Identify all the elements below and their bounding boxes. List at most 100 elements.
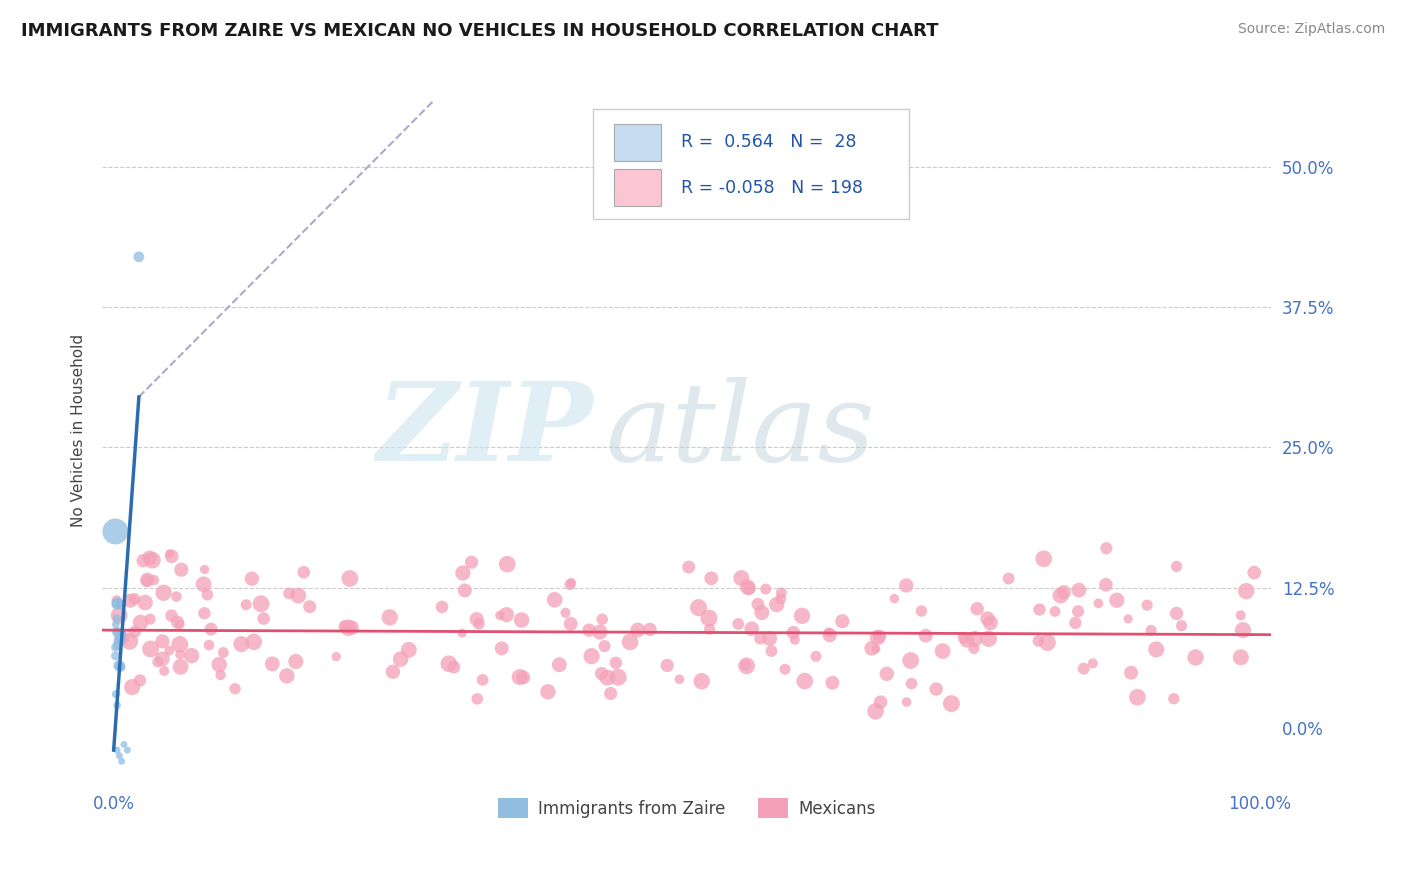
Point (963, 632, 986, 646)
Point (866, 631, 889, 645)
Point (104, 617, 127, 632)
Point (543, 592, 565, 607)
Point (751, 606, 773, 620)
Point (378, 610, 401, 624)
Point (120, 593, 142, 607)
Point (730, 571, 752, 585)
Point (193, 606, 215, 620)
Point (104, 524, 127, 539)
Point (200, 622, 222, 636)
Point (1028, 602, 1050, 616)
Point (465, 612, 488, 626)
Point (107, 626, 129, 640)
Point (865, 704, 887, 718)
Point (340, 621, 363, 635)
Point (783, 632, 806, 647)
Y-axis label: No Vehicles in Household: No Vehicles in Household (72, 334, 86, 527)
Point (325, 649, 347, 664)
Point (560, 575, 582, 590)
Point (157, 643, 180, 657)
Point (688, 600, 710, 615)
Point (931, 644, 953, 658)
FancyBboxPatch shape (593, 109, 908, 219)
Text: IMMIGRANTS FROM ZAIRE VS MEXICAN NO VEHICLES IN HOUSEHOLD CORRELATION CHART: IMMIGRANTS FROM ZAIRE VS MEXICAN NO VEHI… (21, 22, 939, 40)
Point (1043, 604, 1066, 618)
Point (761, 644, 783, 658)
Point (1144, 642, 1167, 657)
Point (910, 604, 932, 618)
Point (224, 681, 246, 696)
Point (956, 633, 979, 648)
Point (253, 611, 276, 625)
Point (607, 670, 630, 684)
Point (738, 582, 761, 596)
Point (159, 547, 181, 561)
Point (141, 553, 163, 567)
Point (180, 648, 202, 663)
Point (589, 625, 612, 640)
Point (914, 629, 936, 643)
Point (1067, 583, 1090, 598)
Point (235, 598, 257, 612)
Point (741, 622, 763, 636)
Point (170, 563, 193, 577)
Point (997, 572, 1019, 586)
Text: ZIP: ZIP (377, 376, 593, 484)
Point (1234, 584, 1257, 599)
Point (242, 635, 264, 649)
Point (160, 549, 183, 564)
Point (690, 674, 713, 689)
Point (443, 660, 465, 674)
Point (152, 652, 174, 666)
Point (1116, 612, 1139, 626)
Point (108, 659, 131, 673)
Point (1036, 635, 1059, 649)
Point (876, 666, 898, 681)
Point (896, 578, 918, 592)
Point (657, 658, 679, 673)
Point (298, 599, 321, 614)
Point (869, 629, 891, 643)
Point (240, 572, 263, 586)
Point (512, 670, 534, 684)
Point (1095, 541, 1118, 556)
Point (107, 639, 129, 653)
Point (554, 606, 576, 620)
Point (139, 612, 162, 626)
Point (398, 643, 420, 657)
Point (112, 738, 135, 752)
Point (638, 623, 661, 637)
Point (118, 634, 141, 648)
Point (963, 641, 986, 656)
Point (758, 632, 780, 646)
Point (1170, 618, 1192, 632)
Point (169, 660, 191, 674)
Point (976, 612, 998, 626)
Point (1243, 566, 1265, 580)
Point (152, 586, 174, 600)
Text: R = -0.058   N = 198: R = -0.058 N = 198 (681, 178, 863, 196)
Point (1166, 607, 1188, 621)
Point (560, 616, 582, 631)
Point (430, 599, 453, 614)
Point (108, 658, 131, 673)
Point (437, 657, 460, 671)
Point (668, 673, 690, 687)
Point (793, 674, 815, 689)
Point (900, 676, 922, 690)
Point (142, 573, 165, 587)
Point (128, 250, 150, 264)
Point (104, 640, 127, 655)
Point (1067, 604, 1090, 618)
Point (1136, 598, 1159, 612)
Point (599, 686, 621, 700)
Point (276, 669, 298, 683)
Point (865, 641, 887, 656)
Point (548, 657, 571, 672)
Point (925, 681, 948, 696)
Point (817, 625, 839, 640)
Point (596, 671, 619, 685)
Point (136, 573, 159, 587)
Point (979, 615, 1001, 630)
Point (1166, 559, 1188, 574)
